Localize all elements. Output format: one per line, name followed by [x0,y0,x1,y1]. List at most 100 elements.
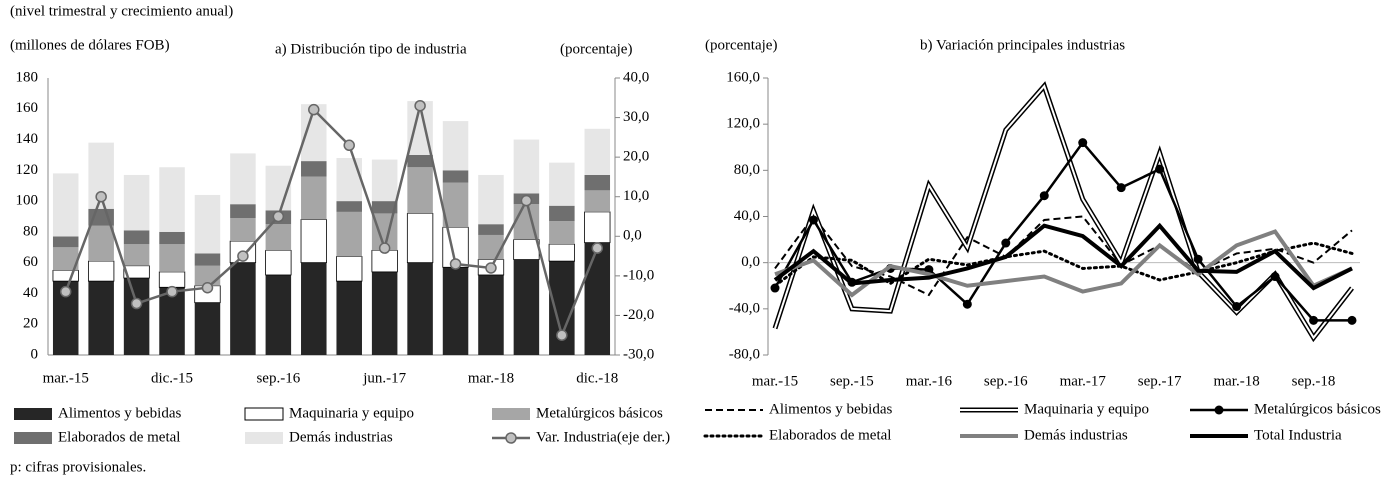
bar-segment [513,259,540,355]
marker [95,190,107,203]
bar-segment [513,139,540,194]
bar-segment [336,201,362,212]
bar-segment [159,231,185,245]
bar-segment [52,173,79,237]
y-tick-label: 80,0 [734,162,760,178]
marker [591,242,604,254]
legend-label: Maquinaria y equipo [1024,401,1149,417]
legend-label: Maquinaria y equipo [289,405,414,421]
legend-swatch [245,432,283,444]
bar-segment [549,162,575,206]
marker [485,262,497,274]
bar-segment [407,154,433,168]
bar-segment [265,249,292,276]
y-tick-label: 160,0 [726,69,760,85]
x-tick-label: mar.-18 [468,370,514,386]
marker [1193,254,1203,264]
y2-tick-label: 30,0 [623,109,649,125]
y-tick-label: 100 [16,193,39,209]
marker [1116,183,1126,193]
y-tick-label: -80,0 [729,346,760,362]
legend-label: Total Industria [1254,427,1342,443]
bar-segment [407,262,433,355]
y-tick-label: 180 [16,69,39,85]
marker [378,242,391,254]
bar-segment [123,278,150,355]
y-tick-label: 80 [23,223,38,239]
bar-segment [371,271,398,355]
y-tick-label: 120 [16,162,39,178]
bar-segment [549,205,575,222]
bar-segment [478,174,504,225]
bar-segment [230,204,256,219]
panel-title: b) Variación principales industrias [920,37,1125,53]
marker [1309,315,1319,325]
bar-segment [336,211,362,257]
bar-segment [336,256,363,282]
y-axis-label: (porcentaje) [705,37,777,53]
y-tick-label: 160 [16,100,39,116]
panel-title: a) Distribución tipo de industria [275,41,467,57]
bar-segment [336,281,362,355]
bar-segment [371,201,398,214]
marker [201,281,214,294]
bar-segment [265,224,292,251]
bar-segment [88,225,114,262]
bar-segment [88,281,114,355]
marker [808,215,818,225]
x-tick-label: dic.-15 [151,370,193,386]
marker [166,285,178,298]
legend-swatch [492,408,530,420]
bar-segment [52,247,79,271]
bar-segment [478,234,504,260]
bar-segment [442,170,469,183]
marker [1270,272,1280,282]
marker [1232,302,1242,312]
bar-segment [336,158,362,202]
bar-segment [230,262,256,355]
marker [272,210,285,223]
bar-segment [442,267,469,355]
bar-segment [584,242,611,355]
legend-swatch [244,407,284,421]
bar-segment [123,174,150,231]
x-tick-label: sep.-18 [1292,373,1336,389]
bar-segment [406,213,434,264]
line [773,241,1354,288]
legend-swatch [14,408,52,420]
y-tick-label: 20 [23,316,38,332]
marker [520,194,533,207]
x-tick-label: mar.-16 [906,373,953,389]
line [773,140,1352,322]
legend-swatch [1214,405,1224,415]
x-tick-label: sep.-16 [256,370,300,386]
y2-tick-label: 20,0 [623,149,649,165]
bar-segment [123,230,150,245]
legend-label: Metalúrgicos básicos [1254,401,1381,417]
bar-segment [301,262,327,355]
legend-label: Elaborados de metal [769,427,891,443]
y-tick-label: 140 [16,131,39,147]
marker [237,250,249,262]
x-tick-label: mar.-17 [1060,373,1107,389]
y-tick-label: 0 [31,346,39,362]
legend-label: Demás industrias [289,429,393,445]
bar-segment [584,211,611,244]
y-tick-label: 60 [23,254,38,270]
bar-segment [407,167,433,214]
marker [343,139,355,152]
marker [308,103,320,116]
x-tick-label: sep.-15 [830,373,874,389]
y-axis-label: (millones de dólares FOB) [10,37,170,53]
bar-segment [371,159,398,202]
bar-segment [123,244,150,266]
legend-label: Demás industrias [1024,427,1128,443]
bar-segment [230,218,256,242]
bar-segment [158,271,186,288]
marker [1347,315,1357,325]
bar-segment [442,182,469,228]
bar-segment [513,239,540,260]
marker [556,329,568,341]
legend-swatch [14,432,52,444]
marker [1039,191,1049,201]
